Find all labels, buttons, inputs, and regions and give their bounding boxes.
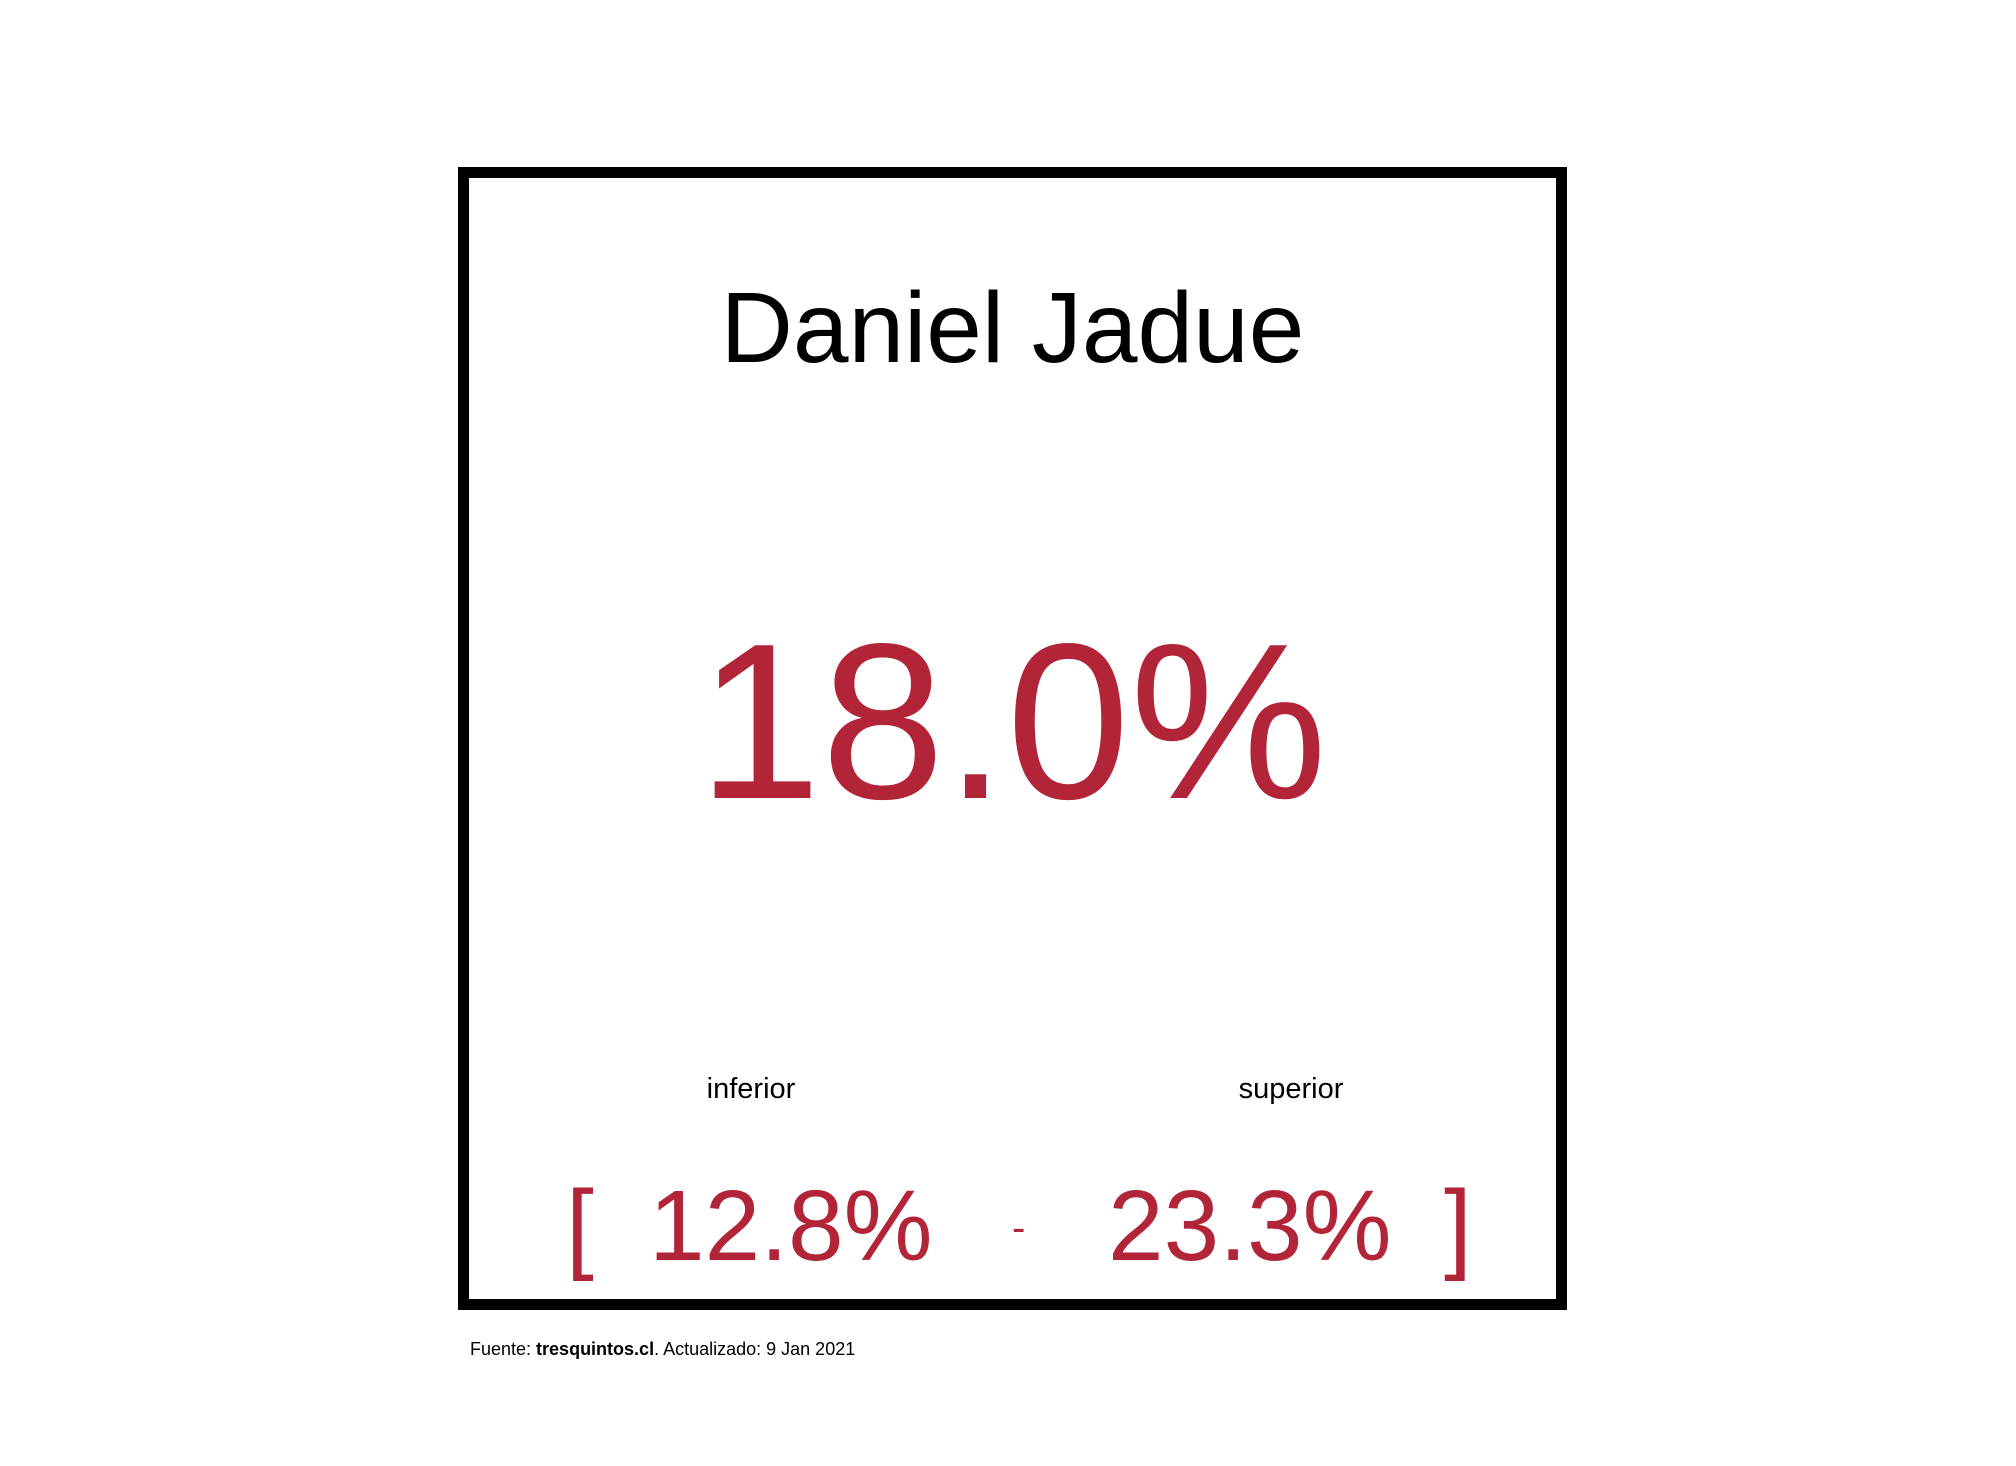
estimate-value: 18.0% <box>697 598 1328 846</box>
footer-prefix: Fuente: <box>470 1339 537 1359</box>
source-link[interactable]: tresquintos.cl <box>536 1339 655 1359</box>
interval-close-bracket: ] <box>1444 1170 1472 1282</box>
source-footer: Fuente: tresquintos.cl. Actualizado: 9 J… <box>470 1340 855 1358</box>
lower-bound-value: 12.8% <box>649 1170 933 1282</box>
interval-separator: - <box>1012 1206 1026 1250</box>
footer-updated: . Actualizado: 9 Jan 2021 <box>654 1339 856 1359</box>
upper-bound-caption: superior <box>1238 1073 1344 1105</box>
estimate-card: Daniel Jadue 18.0% inferior superior [ 1… <box>458 167 1567 1310</box>
lower-bound-caption: inferior <box>706 1073 796 1105</box>
candidate-name: Daniel Jadue <box>720 272 1305 384</box>
interval-open-bracket: [ <box>566 1170 594 1282</box>
upper-bound-value: 23.3% <box>1108 1170 1392 1282</box>
